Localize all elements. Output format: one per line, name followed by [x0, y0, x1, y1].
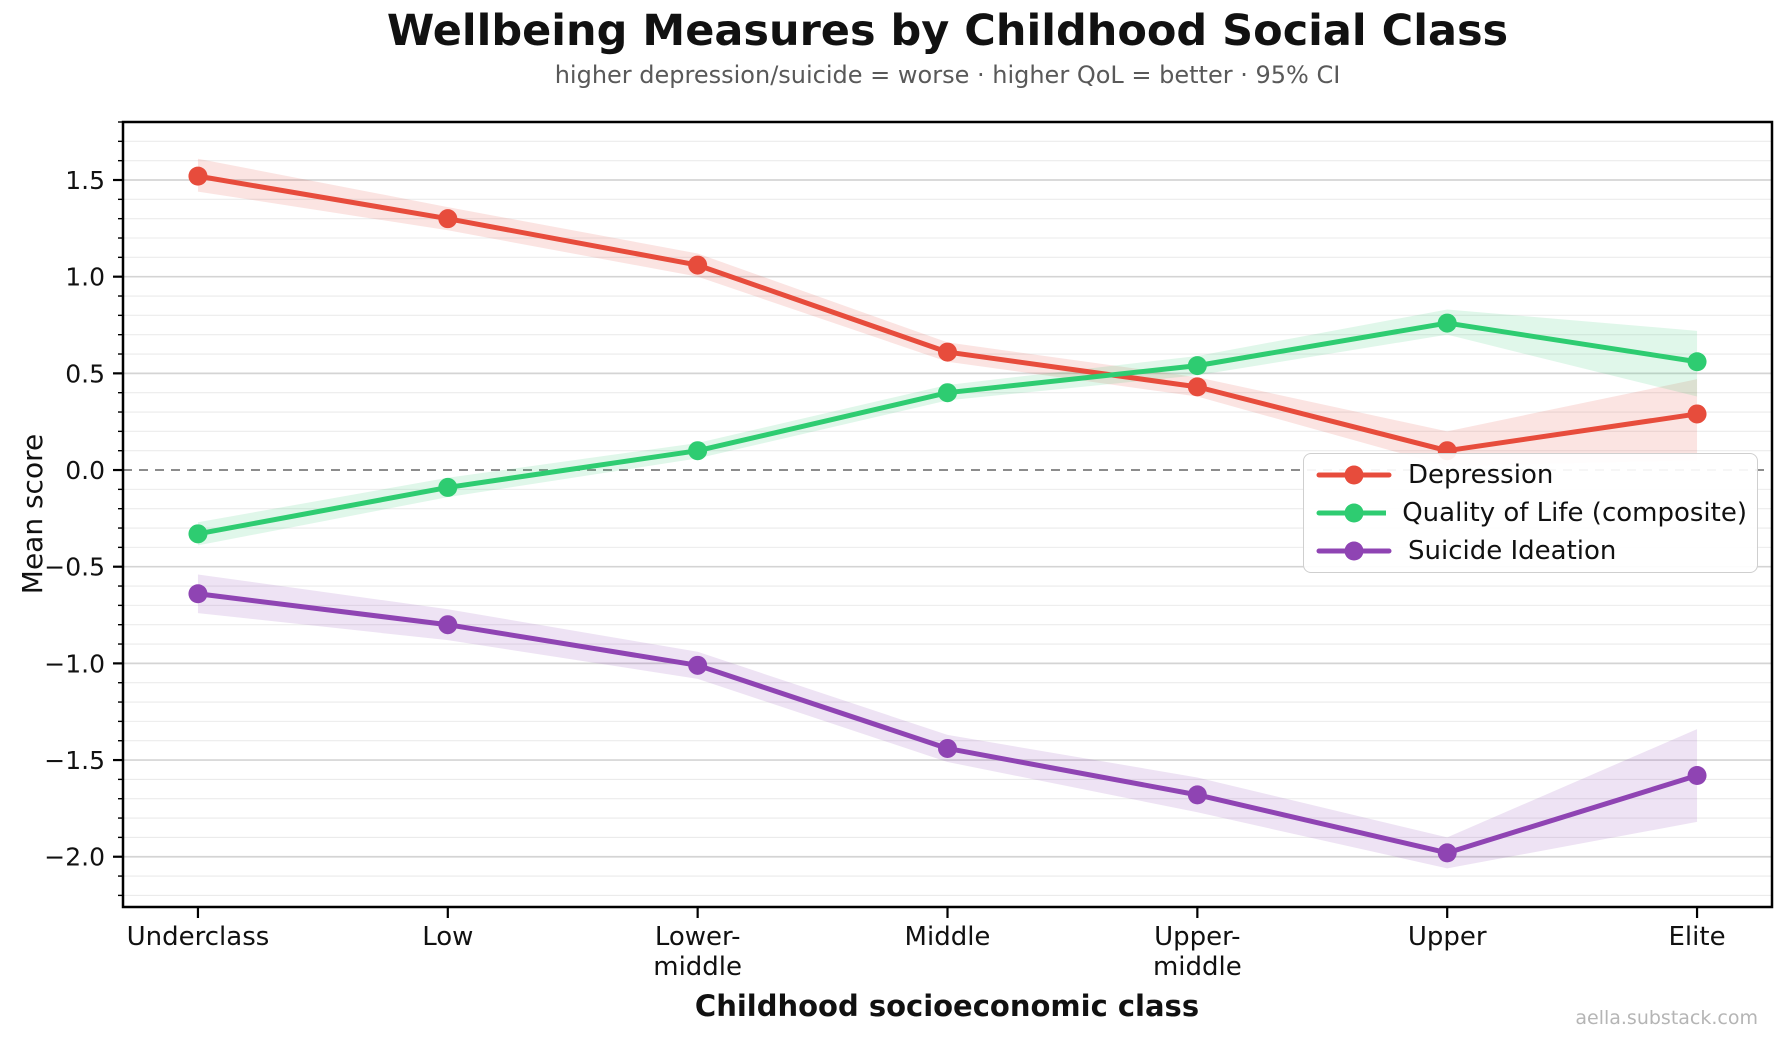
series-markers	[188, 166, 1707, 863]
y-tick-label: −1.0	[44, 649, 105, 678]
ci-band-quality-of-life-composite-	[197, 309, 1698, 546]
legend-marker	[1344, 541, 1364, 561]
legend-label: Suicide Ideation	[1408, 536, 1617, 566]
x-axis-label: Childhood socioeconomic class	[695, 989, 1199, 1023]
x-tick-label: Lower-middle	[653, 922, 742, 982]
legend: Depression Quality of Life (composite) Sui…	[1303, 453, 1758, 573]
axis-ticks	[113, 121, 1699, 918]
y-tick-label: 1.5	[65, 166, 105, 195]
legend-line-sample	[1316, 465, 1392, 485]
y-tick-labels: 1.5 1.0 0.5 0.0 −0.5 −1.0 −1.5 −2.0	[44, 166, 105, 872]
y-tick-label: 0.0	[65, 456, 105, 485]
legend-item-suicide-ideation: Suicide Ideation	[1316, 532, 1747, 570]
data-point	[688, 255, 708, 275]
y-tick-label: 0.5	[65, 359, 105, 388]
legend-label: Quality of Life (composite)	[1402, 498, 1747, 528]
data-point	[1187, 356, 1207, 376]
y-tick-label: −0.5	[44, 553, 105, 582]
legend-marker	[1344, 465, 1364, 485]
legend-item-quality-of-life-composite-: Quality of Life (composite)	[1316, 494, 1747, 532]
data-point	[438, 209, 458, 229]
y-tick-label: 1.0	[65, 263, 105, 292]
data-point	[938, 738, 957, 758]
legend-marker	[1344, 503, 1364, 523]
watermark: aella.substack.com	[1575, 1007, 1758, 1029]
confidence-bands	[197, 158, 1698, 869]
data-point	[1187, 377, 1207, 397]
x-tick-labels: Underclass Low Lower-middle Middle Upper-mid…	[127, 922, 1726, 982]
data-point	[188, 524, 208, 544]
data-point	[938, 342, 957, 362]
y-tick-label: −1.5	[44, 746, 105, 775]
data-point	[1187, 785, 1207, 805]
x-tick-label: Elite	[1669, 922, 1726, 952]
data-point	[1687, 404, 1707, 424]
data-point	[438, 477, 458, 497]
gridlines-major	[123, 179, 1772, 858]
data-point	[688, 655, 708, 675]
chart-subtitle: higher depression/suicide = worse · high…	[554, 61, 1341, 89]
x-tick-label: Upper	[1408, 922, 1487, 952]
data-point	[188, 584, 208, 604]
chart-title: Wellbeing Measures by Childhood Social C…	[386, 6, 1509, 56]
data-point	[938, 383, 957, 403]
data-point	[1437, 843, 1457, 863]
legend-item-depression: Depression	[1316, 456, 1747, 494]
y-tick-label: −2.0	[44, 843, 105, 872]
legend-line-sample	[1316, 541, 1392, 561]
x-tick-label: Middle	[905, 922, 991, 952]
data-point	[438, 615, 458, 635]
data-point	[1687, 352, 1707, 372]
data-point	[688, 441, 708, 461]
gridlines-minor	[123, 121, 1772, 896]
legend-line-sample	[1316, 503, 1387, 523]
x-tick-label: Upper-middle	[1153, 922, 1242, 982]
x-tick-label: Underclass	[127, 922, 270, 952]
ci-band-depression	[197, 158, 1698, 467]
x-tick-label: Low	[422, 922, 473, 952]
data-point	[1437, 313, 1457, 333]
data-point	[1687, 766, 1707, 786]
data-point	[188, 166, 208, 186]
legend-label: Depression	[1408, 460, 1554, 490]
ci-band-suicide-ideation	[197, 574, 1698, 869]
y-axis-label: Mean score	[16, 434, 49, 594]
